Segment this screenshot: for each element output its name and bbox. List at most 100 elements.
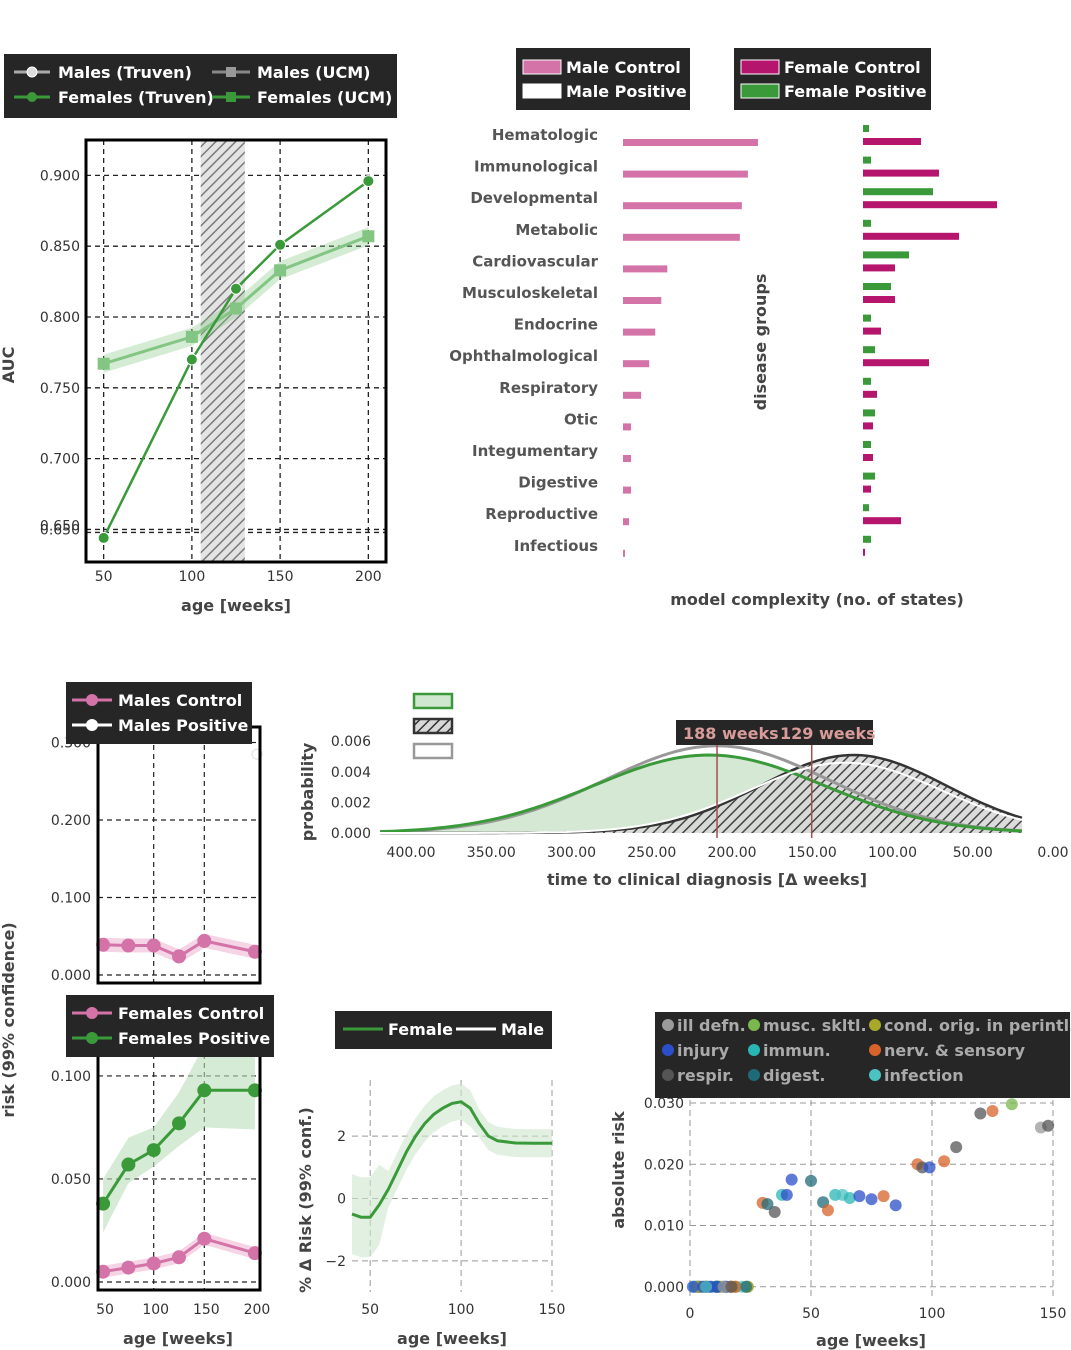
abs-ytick: 0.030 <box>644 1096 684 1112</box>
risk-xtick: 150 <box>193 1302 220 1318</box>
abs-legend-dot <box>748 1069 760 1081</box>
category-label: Ophthalmological <box>449 347 598 365</box>
bar-female-control <box>863 264 895 272</box>
abs-point <box>950 1141 963 1154</box>
legend-female-positive: Female Positive <box>784 82 927 101</box>
timing-ytick: 0.006 <box>331 734 371 750</box>
delta-ytick: 0 <box>337 1191 346 1207</box>
auc-marker-females-ucm <box>185 330 198 343</box>
risk-males-legend-box <box>66 682 252 744</box>
auc-marker-females-truven <box>230 282 242 295</box>
category-label: Cardiovascular <box>472 252 598 270</box>
absolute-panel: 0.000 0.010 0.020 0.030 0 50 100 150 age [weeks]… <box>609 1012 1071 1350</box>
timing-line-gray <box>379 744 1023 834</box>
bar-female-positive <box>863 125 869 132</box>
risk-females-control-marker <box>197 1231 212 1246</box>
bar-female-positive <box>863 504 869 512</box>
timing-xtick: 400.00 <box>387 845 436 861</box>
risk-xtick: 50 <box>96 1302 114 1318</box>
bar-female-control <box>863 390 877 398</box>
delta-ytick: −2 <box>325 1254 346 1270</box>
bar-female-positive <box>863 535 871 543</box>
abs-point <box>853 1190 866 1203</box>
bar-female-positive <box>863 314 871 322</box>
legend-female: Female <box>388 1020 453 1039</box>
bar-male-control <box>623 486 632 494</box>
bar-female-control <box>863 422 873 430</box>
timing-ytick: 0.004 <box>331 765 371 781</box>
auc-panel: Males (Truven) Females (Truven) Males (U… <box>0 54 397 615</box>
risk-xtick: 200 <box>244 1302 271 1318</box>
complexity-x-label: model complexity (no. of states) <box>670 590 964 609</box>
delta-xtick: 100 <box>448 1302 475 1318</box>
bar-female-positive <box>863 409 875 417</box>
legend-female-control: Female Control <box>784 58 921 77</box>
timing-x-label: time to clinical diagnosis [Δ weeks] <box>547 870 867 889</box>
abs-ytick: 0.020 <box>644 1157 684 1173</box>
abs-point <box>938 1155 951 1168</box>
auc-marker-females-ucm <box>362 230 375 243</box>
auc-marker-females-truven <box>97 531 110 544</box>
abs-legend-label: ill defn. <box>677 1016 746 1035</box>
bar-female-control <box>863 201 997 209</box>
abs-legend-label: musc. skltl. <box>763 1016 867 1035</box>
timing-panel: 188 weeks 129 weeks 0.000 0.002 0.004 0.006 40… <box>298 692 1069 889</box>
risk-males-ytick: 0.200 <box>51 813 91 829</box>
abs-legend-dot <box>662 1044 674 1056</box>
bar-female-positive <box>863 377 871 385</box>
legend-male-control: Male Control <box>566 58 681 77</box>
abs-point <box>700 1280 713 1293</box>
auc-marker-females-truven <box>185 353 198 366</box>
bar-male-control <box>623 423 632 431</box>
auc-marker-females-ucm <box>230 302 242 315</box>
complexity-legend-box-2 <box>734 48 931 110</box>
bar-male-control <box>623 328 656 336</box>
legend-male: Male <box>501 1020 544 1039</box>
category-label: Reproductive <box>485 505 598 523</box>
timing-marker-label: 129 weeks <box>780 724 876 743</box>
timing-marker-label: 188 weeks <box>683 724 779 743</box>
auc-ytick: 0.800 <box>40 310 80 326</box>
delta-ytick: 2 <box>337 1129 346 1145</box>
risk-females-ytick: 0.050 <box>51 1172 91 1188</box>
abs-point <box>725 1280 738 1293</box>
bar-male-control <box>623 139 758 146</box>
auc-legend: Males (Truven) Females (Truven) Males (U… <box>14 63 392 107</box>
auc-marker-females-ucm <box>274 264 287 277</box>
abs-xtick: 100 <box>919 1306 946 1322</box>
abs-legend-dot <box>869 1044 881 1056</box>
abs-legend-label: immun. <box>763 1041 831 1060</box>
auc-ytick: 0.750 <box>40 381 80 397</box>
abs-legend-label: digest. <box>763 1066 826 1085</box>
timing-xtick: 200.00 <box>708 845 757 861</box>
risk-males-ytick: 0.000 <box>51 968 91 984</box>
risk-x-label: age [weeks] <box>123 1329 233 1348</box>
delta-panel: −2 0 2 50 100 150 age [weeks] % Δ Risk (99% con… <box>296 1011 565 1348</box>
abs-legend-dot <box>662 1069 674 1081</box>
delta-line-female <box>351 1100 552 1219</box>
auc-legend-box <box>4 54 397 118</box>
auc-shaded-region <box>200 140 245 562</box>
abs-point <box>923 1161 936 1174</box>
timing-xtick: 0.00 <box>1037 845 1068 861</box>
category-label: Musculoskeletal <box>462 284 598 302</box>
timing-xtick: 350.00 <box>467 845 516 861</box>
risk-females-positive-marker <box>96 1196 111 1211</box>
risk-females-positive-marker <box>121 1157 136 1172</box>
abs-legend-dot <box>662 1019 674 1031</box>
auc-marker-females-ucm <box>97 357 110 370</box>
legend-females-control: Females Control <box>118 1004 264 1023</box>
timing-xtick: 300.00 <box>547 845 596 861</box>
auc-x-label: age [weeks] <box>181 596 291 615</box>
auc-ytick-overlap: 0.650 <box>40 518 80 534</box>
abs-point <box>865 1193 878 1206</box>
abs-point <box>768 1206 781 1219</box>
bar-female-positive <box>863 283 891 290</box>
abs-legend-label: injury <box>677 1041 730 1060</box>
abs-ytick: 0.010 <box>644 1219 684 1235</box>
abs-legend-label: respir. <box>677 1066 734 1085</box>
complexity-legend-box-1 <box>516 48 690 110</box>
risk-females-positive-marker <box>172 1116 186 1131</box>
abs-point <box>986 1105 999 1118</box>
